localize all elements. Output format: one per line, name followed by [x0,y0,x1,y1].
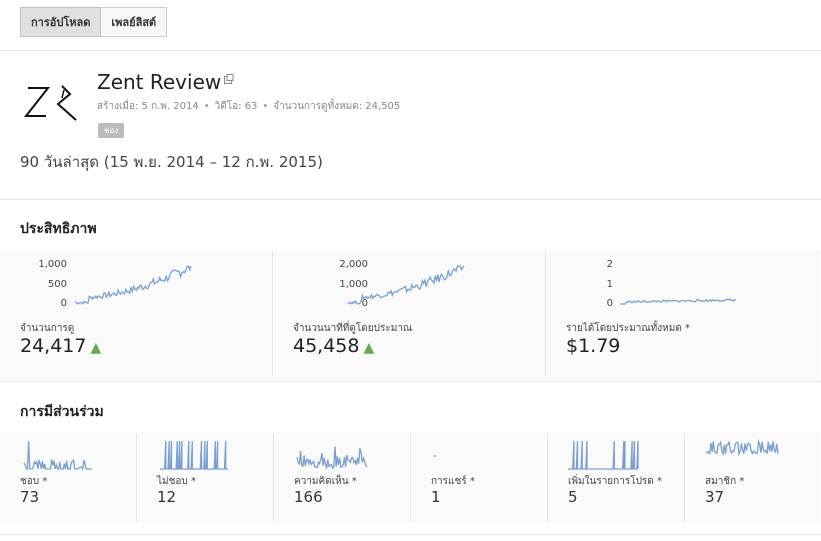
divider [0,381,821,382]
divider [273,433,274,521]
shares-sparkline[interactable] [432,440,500,470]
metric-value-watch-time: 45,458 ▲ [293,335,374,357]
metric-value-dislikes: 12 [157,488,177,506]
sparkline-path [347,265,465,305]
channel-title[interactable]: Zent Review [97,70,234,94]
sparkline-path [620,298,737,305]
channel-title-text[interactable]: Zent Review [97,70,222,94]
comments-sparkline[interactable] [296,440,368,470]
divider [0,534,821,535]
dislikes-sparkline[interactable] [160,440,228,470]
metric-value-subscribers: 37 [705,488,725,506]
tick-label: 1,000 [339,279,368,290]
sparkline-path [74,265,192,305]
metric-label-favorites: เพิ่มในรายการโปรด * [568,476,662,487]
tick-label: 0 [60,298,67,309]
separator-dot: • [262,101,269,112]
sparkline-dot [434,455,436,457]
trend-up-icon: ▲ [363,340,375,356]
tick-label: 0 [361,298,368,309]
engagement-title: การมีส่วนร่วม [20,404,104,420]
metric-label-revenue: รายได้โดยประมาณทั้งหมด * [566,323,690,334]
sparkline-path [23,440,92,471]
tab-uploads[interactable]: การอัปโหลด [20,7,102,37]
tick-label: 1 [606,279,613,290]
tick-label: 0 [606,298,613,309]
tab-playlists[interactable]: เพลย์ลิสต์ [101,7,168,37]
metric-value-favorites: 5 [568,488,578,506]
performance-title: ประสิทธิภาพ [20,221,97,237]
views-sparkline[interactable] [74,265,192,305]
video-count: วิดีโอ: 63 [214,101,258,112]
metric-label-dislikes: ไม่ชอบ * [157,476,196,487]
sparkline-path [568,440,639,470]
performance-panel [0,250,820,380]
favorites-sparkline[interactable] [568,440,639,470]
channel-meta: สร้างเมื่อ: 5 ก.พ. 2014 • วิดีโอ: 63 • จำนวน… [97,99,400,114]
metric-label-subscribers: สมาชิก * [705,476,745,487]
metric-value-comments: 166 [294,488,323,506]
metric-label-watch-time: จำนวนนาทีที่ดูโดยประมาณ [293,323,413,334]
divider [272,251,273,376]
tab-bar: การอัปโหลด เพลย์ลิสต์ [20,7,168,37]
likes-sparkline[interactable] [23,440,92,471]
divider [0,199,821,200]
divider [410,433,411,521]
divider [547,433,548,521]
watch-time-value: 45,458 [293,335,360,357]
date-range[interactable]: 90 วันล่าสุด (15 พ.ย. 2014 – 12 ก.พ. 201… [20,153,323,171]
views-value: 24,417 [20,335,87,357]
created-date: สร้างเมื่อ: 5 ก.พ. 2014 [97,101,199,112]
separator-dot: • [203,101,210,112]
divider [545,251,546,376]
divider [684,433,685,521]
metric-label-comments: ความคิดเห็น * [294,476,357,487]
total-views: จำนวนการดูทั้งหมด: 24,505 [273,101,401,112]
tick-label: 2 [606,259,613,270]
tick-label: 1,000 [38,259,67,270]
metric-label-shares: การแชร์ * [431,476,475,487]
sparkline-path [706,439,779,457]
metric-value-shares: 1 [431,488,441,506]
revenue-sparkline[interactable] [620,265,737,305]
divider [136,433,137,521]
trend-up-icon: ▲ [90,340,102,356]
channel-badge: ช่อง [98,123,125,138]
metric-label-views: จำนวนการดู [20,323,75,334]
metric-value-views: 24,417 ▲ [20,335,101,357]
revenue-value: $1.79 [566,335,621,357]
channel-logo [23,85,77,121]
watch-time-sparkline[interactable] [347,265,465,305]
metric-label-likes: ชอบ * [20,476,48,487]
tick-label: 2,000 [339,259,368,270]
sparkline-path [296,446,368,470]
external-link-icon[interactable] [224,74,234,84]
metric-value-revenue: $1.79 [566,335,620,357]
subscribers-sparkline[interactable] [706,439,779,470]
sparkline-path [160,440,228,470]
divider [0,50,821,51]
tick-label: 500 [47,279,67,290]
metric-value-likes: 73 [20,488,40,506]
